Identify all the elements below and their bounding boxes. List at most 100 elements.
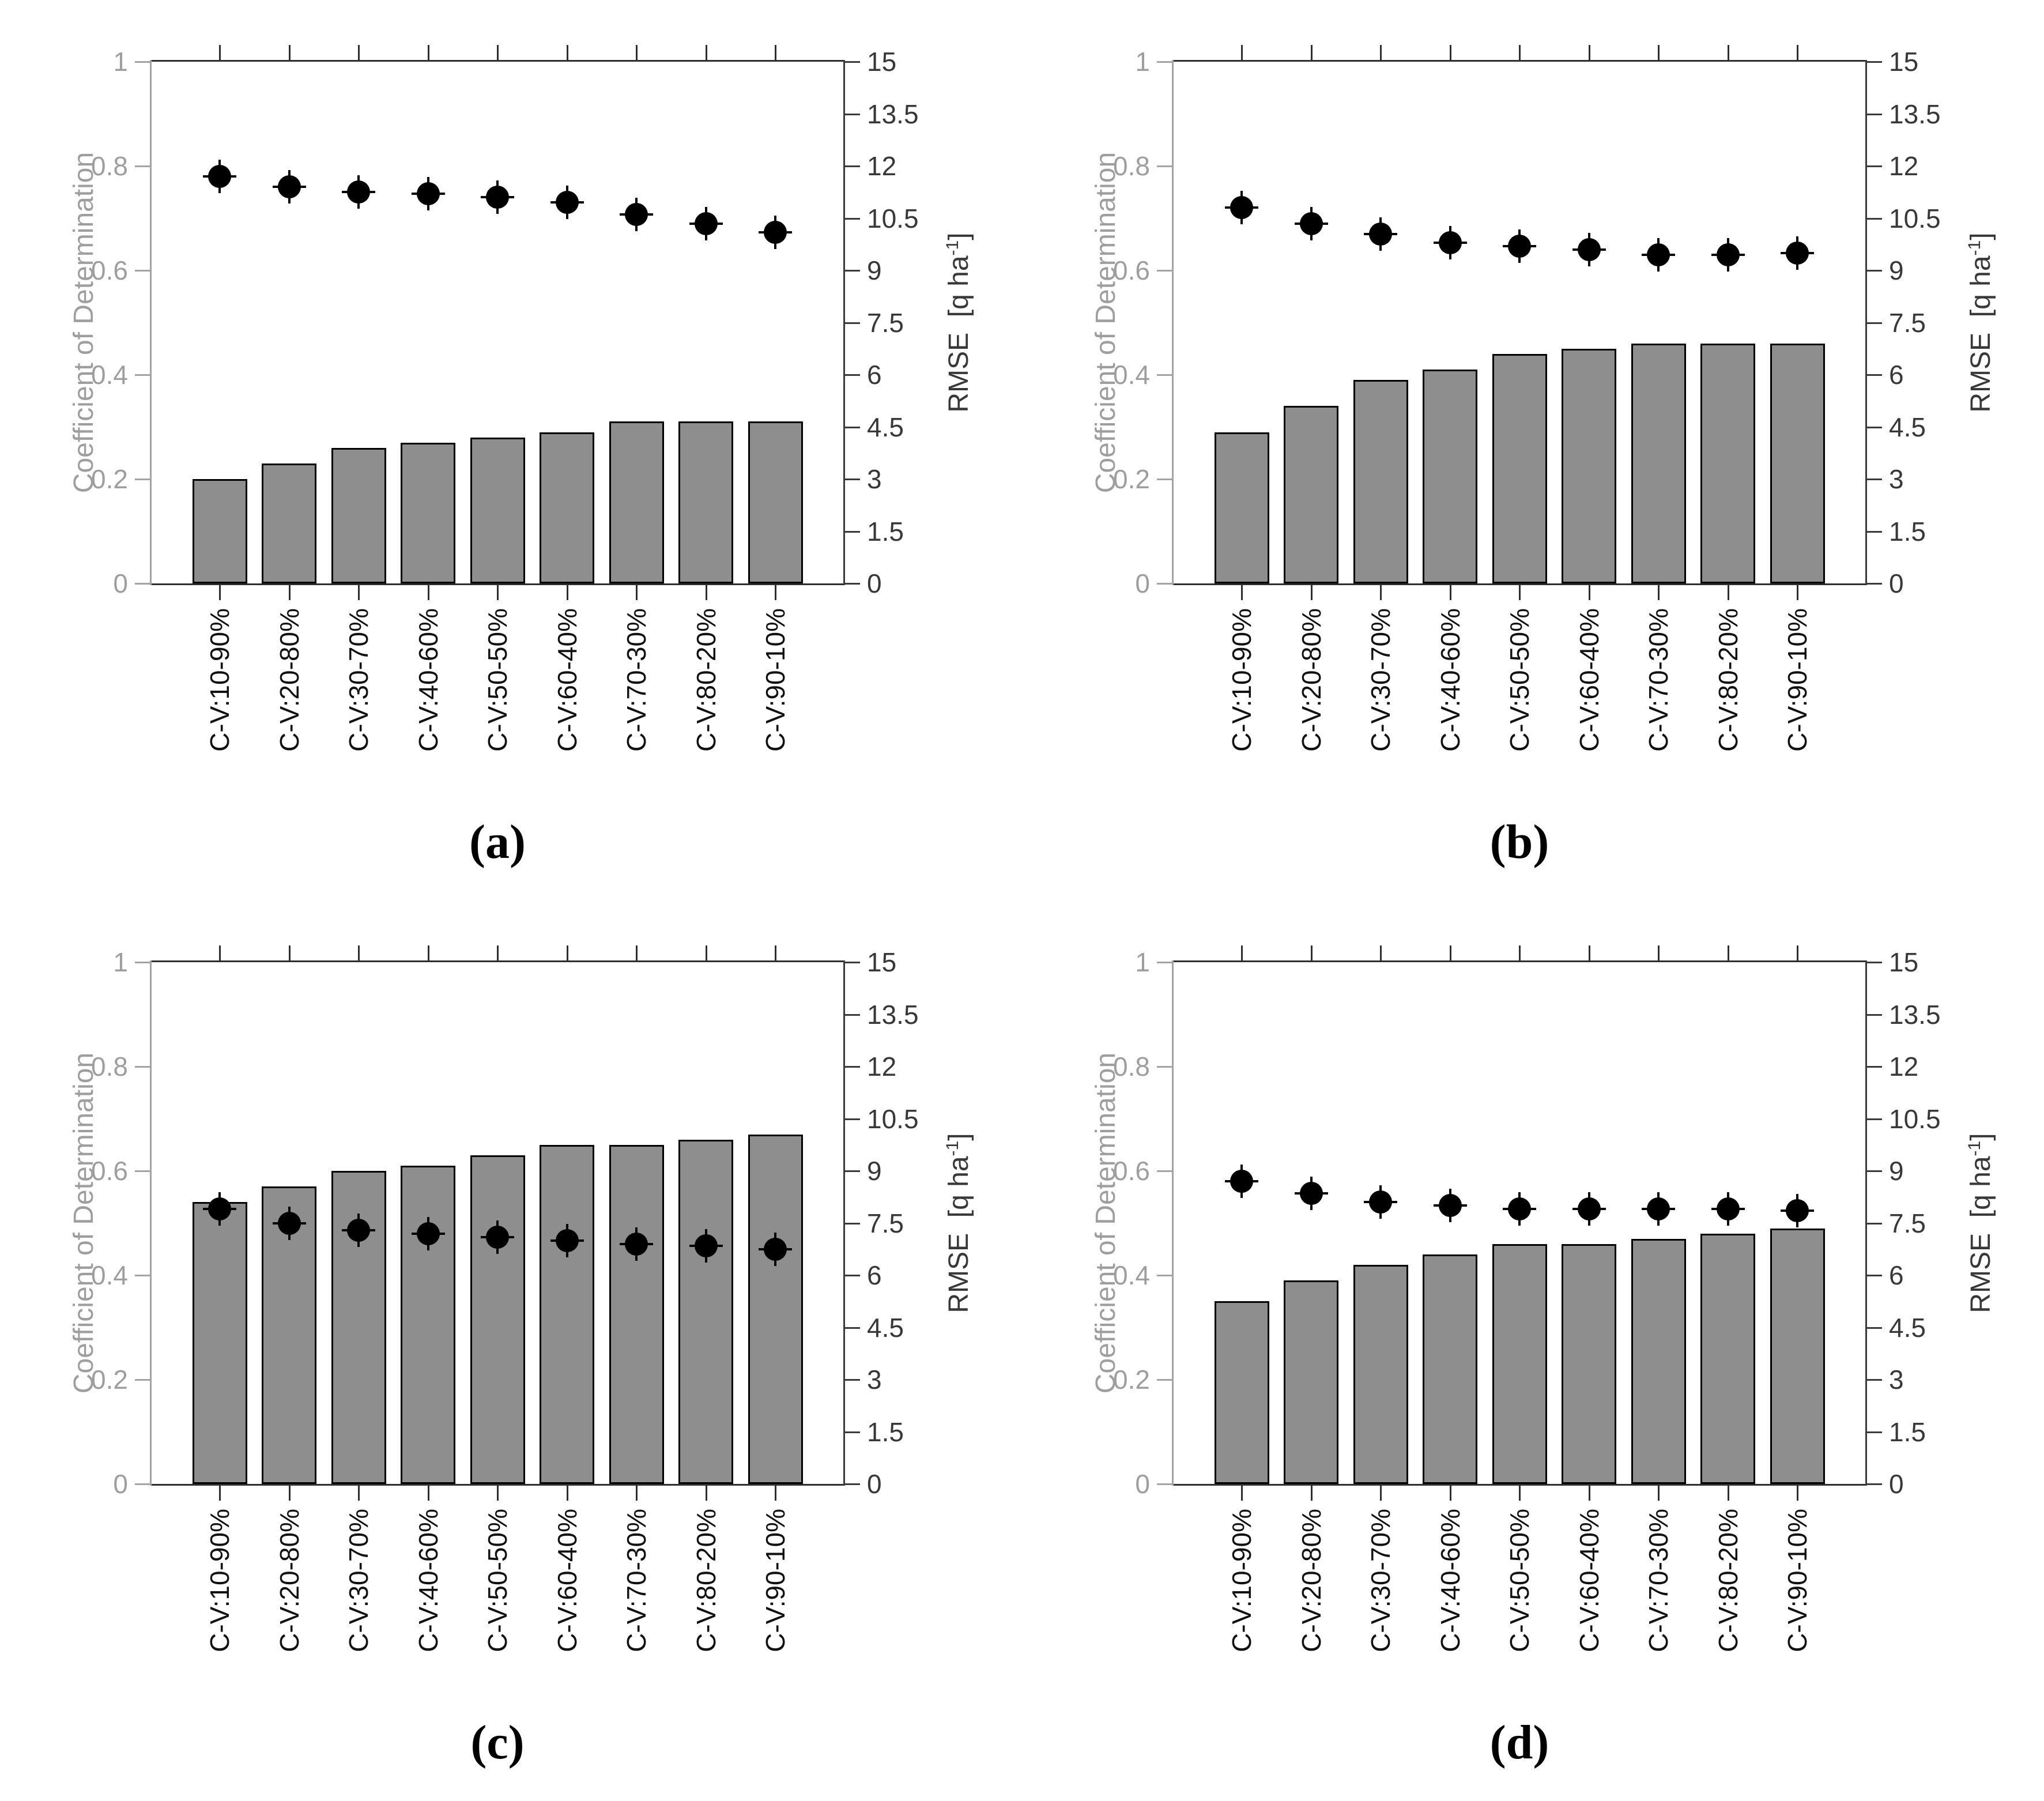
x-tick-label: C-V:30-70%	[1366, 1509, 1396, 1652]
x-tick-label: C-V:10-90%	[205, 1509, 235, 1652]
right-axis-tick	[845, 113, 860, 115]
right-axis-tick	[1867, 217, 1882, 220]
left-axis-tick-label: 0.6	[1113, 1156, 1150, 1186]
rmse-dot	[208, 165, 231, 189]
r2-bar	[1631, 344, 1686, 583]
rmse-label-superscript: -1	[943, 240, 962, 256]
r2-bar	[1562, 349, 1616, 583]
r2-bar	[1284, 406, 1338, 583]
right-axis-tick-label: 15	[867, 47, 897, 77]
r2-bar	[1770, 344, 1825, 583]
right-axis-tick-label: 15	[1889, 947, 1919, 977]
right-axis-tick-label: 3	[867, 464, 882, 494]
x-tick-label: C-V:90-10%	[760, 608, 790, 752]
rmse-dot	[486, 1225, 509, 1249]
right-axis-tick-label: 1.5	[867, 516, 904, 547]
x-axis-bottom-tick	[705, 585, 707, 600]
right-axis-tick	[1867, 1170, 1882, 1172]
right-axis-tick-label: 12	[867, 151, 897, 181]
left-axis-tick	[1157, 270, 1172, 272]
right-axis-tick-label: 4.5	[1889, 1312, 1926, 1343]
left-axis-title: Coefficient of Determination	[1091, 1052, 1121, 1394]
x-axis-bottom-tick	[358, 1486, 360, 1501]
right-axis-tick	[1867, 583, 1882, 585]
right-axis-tick-label: 13.5	[867, 99, 919, 129]
right-axis-tick-label: 10.5	[867, 1103, 919, 1134]
rmse-dot	[1369, 222, 1392, 246]
panel-caption: (d)	[1489, 1716, 1549, 1769]
x-tick-label: C-V:20-80%	[1296, 1509, 1326, 1652]
right-axis-tick	[1867, 1222, 1882, 1224]
x-axis-top-tick	[1727, 45, 1729, 60]
right-axis-tick-label: 13.5	[1889, 99, 1941, 129]
rmse-label-superscript: -1	[1965, 1140, 1984, 1156]
x-tick-label: C-V:70-30%	[1643, 608, 1673, 752]
left-axis-tick	[135, 1379, 150, 1381]
left-axis-tick-label: 0.4	[91, 360, 128, 390]
right-axis-tick-label: 6	[867, 1260, 882, 1290]
x-axis-bottom-tick	[1380, 1486, 1382, 1501]
left-axis-tick-label: 0.8	[91, 1052, 128, 1082]
r2-bar	[1214, 432, 1269, 583]
rmse-dot	[694, 1234, 718, 1257]
x-axis-top-tick	[1380, 45, 1382, 60]
right-axis-tick	[845, 1483, 860, 1485]
right-axis-tick	[845, 61, 860, 63]
x-axis-bottom-tick	[636, 585, 638, 600]
right-axis-tick-label: 10.5	[867, 203, 919, 233]
right-axis-tick	[1867, 962, 1882, 963]
left-axis-tick	[135, 1066, 150, 1068]
left-axis-tick-label: 0.4	[1113, 1260, 1150, 1290]
right-axis-tick-label: 1.5	[1889, 516, 1926, 547]
x-tick-label: C-V:50-50%	[482, 1509, 512, 1652]
left-axis-title: Coefficient of Determination	[1091, 152, 1121, 493]
left-axis-tick	[135, 270, 150, 272]
x-axis-top-tick	[497, 45, 499, 60]
plot-frame-right	[843, 60, 845, 585]
r2-bar	[1700, 1234, 1755, 1484]
left-axis-tick	[1157, 1275, 1172, 1276]
x-axis-top-tick	[358, 945, 360, 960]
left-axis-tick-label: 0.8	[1113, 1052, 1150, 1082]
x-axis-top-tick	[358, 45, 360, 60]
left-axis-tick	[135, 61, 150, 63]
rmse-label-superscript: -1	[1965, 240, 1984, 256]
x-axis-top-tick	[219, 45, 221, 60]
right-axis-tick-label: 0	[1889, 1469, 1904, 1499]
x-axis-bottom-tick	[288, 585, 291, 600]
right-axis-tick	[845, 1431, 860, 1433]
r2-bar	[470, 438, 525, 583]
r2-bar	[1492, 354, 1547, 583]
plot-area	[1174, 62, 1865, 583]
right-axis-tick-label: 4.5	[1889, 412, 1926, 442]
x-axis-top-tick	[775, 45, 776, 60]
plot-frame-left	[150, 960, 152, 1486]
rmse-dot	[277, 1211, 301, 1235]
plot-frame-left	[1172, 960, 1174, 1486]
right-axis-tick-label: 3	[1889, 464, 1904, 494]
plot-frame-top	[151, 960, 845, 962]
x-axis-top-tick	[1241, 45, 1243, 60]
rmse-label-suffix: ]	[1966, 1133, 1996, 1141]
rmse-dot	[555, 191, 579, 214]
left-axis-tick	[1157, 374, 1172, 376]
rmse-dot	[1716, 243, 1740, 266]
rmse-dot	[208, 1197, 231, 1221]
left-axis-tick-label: 0.8	[1113, 151, 1150, 181]
x-axis-top-tick	[636, 945, 638, 960]
right-axis-tick-label: 9	[1889, 1156, 1904, 1186]
rmse-dot	[347, 1218, 370, 1242]
left-axis-tick	[1157, 1170, 1172, 1172]
right-axis-tick	[1867, 61, 1882, 63]
rmse-dot	[694, 212, 718, 235]
right-axis-tick-label: 0	[867, 568, 882, 598]
plot-frame-left	[1172, 60, 1174, 585]
left-axis-tick	[135, 962, 150, 963]
plot-frame-bottom	[151, 583, 845, 585]
x-axis-top-tick	[566, 45, 568, 60]
x-axis-bottom-tick	[775, 1486, 776, 1501]
left-axis-tick	[1157, 962, 1172, 963]
left-axis-tick	[135, 583, 150, 585]
r2-bar	[1353, 1265, 1408, 1484]
